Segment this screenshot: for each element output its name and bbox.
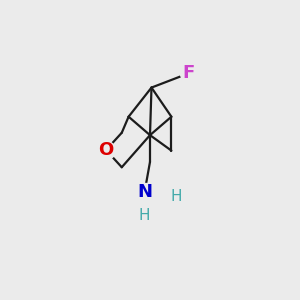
Text: F: F	[182, 64, 195, 82]
Text: N: N	[137, 183, 152, 201]
Text: O: O	[98, 141, 114, 159]
Text: H: H	[171, 190, 182, 205]
Text: H: H	[139, 208, 150, 224]
